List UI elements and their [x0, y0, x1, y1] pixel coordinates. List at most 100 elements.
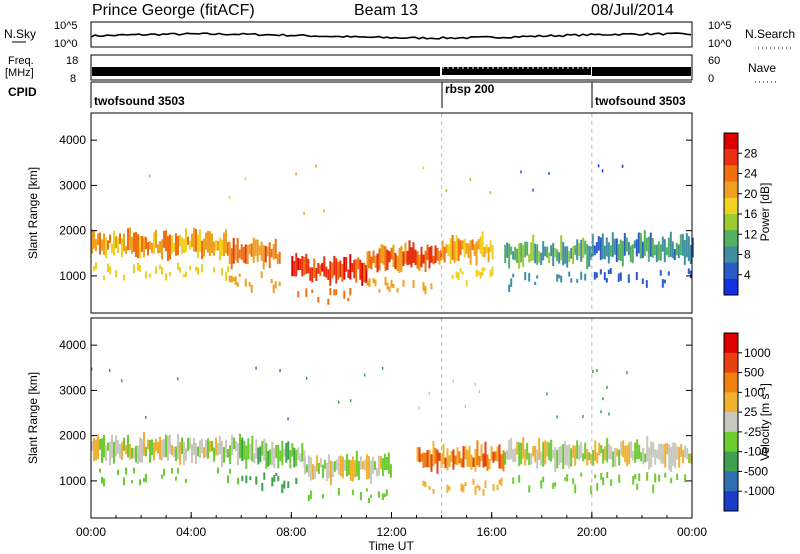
data-cell — [230, 275, 233, 283]
colorbar-tick-label: 500 — [744, 366, 764, 380]
freq-bar-segment-3 — [592, 67, 691, 76]
data-cell — [635, 272, 638, 281]
data-cell — [496, 484, 499, 491]
data-cell — [652, 442, 655, 458]
data-cell — [467, 243, 470, 259]
data-cell — [177, 262, 179, 271]
data-cell — [139, 265, 141, 272]
data-cell — [508, 284, 511, 293]
colorbar-tick-label: 100 — [744, 385, 764, 399]
cpid-label: CPID — [8, 85, 37, 99]
data-cell — [367, 456, 370, 479]
data-cell — [155, 229, 157, 248]
data-cell — [261, 440, 264, 456]
data-cell — [147, 242, 149, 256]
data-cell — [674, 442, 677, 469]
data-cell — [380, 244, 383, 264]
data-cell — [685, 233, 688, 258]
colorbar-swatch — [724, 431, 738, 453]
data-cell — [117, 237, 119, 254]
x-tick-label: 00:00 — [677, 525, 707, 539]
data-cell — [670, 477, 673, 484]
data-cell — [610, 446, 613, 460]
data-cell — [384, 277, 387, 286]
data-cell — [496, 446, 499, 462]
data-cell — [385, 457, 388, 470]
data-cell — [654, 473, 657, 483]
data-cell — [341, 456, 344, 479]
data-cell — [123, 477, 125, 486]
data-cell — [151, 439, 153, 455]
data-cell — [331, 461, 334, 477]
data-cell — [396, 255, 399, 272]
data-cell — [103, 434, 105, 458]
data-cell — [307, 494, 310, 502]
data-cell — [554, 247, 557, 258]
data-cell — [165, 230, 167, 252]
data-cell — [143, 478, 145, 482]
data-cell — [690, 453, 693, 464]
data-cell — [622, 440, 625, 458]
data-cell — [647, 236, 650, 262]
data-cell — [526, 442, 529, 460]
x-tick-label: 20:00 — [577, 525, 607, 539]
data-cell — [327, 298, 330, 305]
data-cell — [478, 455, 481, 468]
data-cell — [590, 485, 593, 495]
data-cell — [546, 441, 549, 457]
data-cell — [361, 263, 364, 286]
data-cell — [556, 274, 559, 282]
data-cell — [420, 246, 423, 268]
data-cell — [279, 369, 281, 373]
data-cell — [368, 278, 371, 287]
data-cell — [209, 440, 211, 452]
data-cell — [422, 282, 425, 291]
velocity-colorbar: 1000 500 100 25 -25 -100 -500 -1000 — [723, 332, 775, 512]
data-cell — [669, 231, 672, 257]
data-cell — [228, 275, 231, 283]
power-y-label: Slant Range [km] — [26, 167, 40, 259]
data-cell — [576, 440, 579, 459]
data-cell — [640, 452, 643, 462]
data-cell — [111, 434, 113, 459]
data-cell — [383, 453, 386, 471]
data-cell — [492, 451, 495, 463]
data-cell — [426, 450, 429, 468]
data-cell — [205, 232, 207, 250]
data-cell — [426, 244, 429, 260]
data-cell — [145, 446, 147, 457]
colorbar-swatch — [724, 197, 738, 215]
data-cell — [309, 490, 312, 500]
data-cell — [572, 445, 575, 458]
data-cell — [586, 448, 589, 466]
data-cell — [185, 478, 187, 483]
colorbar-swatch — [724, 246, 738, 264]
beam-label: Beam 13 — [354, 2, 418, 19]
data-cell — [95, 262, 97, 270]
data-cell — [656, 450, 659, 459]
data-cell — [459, 268, 462, 273]
data-cell — [638, 444, 641, 460]
data-cell — [248, 281, 251, 287]
data-cell — [520, 242, 523, 263]
data-cell — [482, 489, 485, 496]
data-cell — [363, 262, 366, 283]
data-cell — [275, 445, 278, 459]
velocity-panel: 1000 2000 3000 4000 Slant Range [km] — [26, 317, 693, 519]
data-cell — [307, 455, 310, 478]
data-cell — [487, 247, 490, 263]
data-cell — [396, 288, 399, 293]
data-cell — [420, 453, 423, 462]
data-cell — [524, 449, 527, 466]
data-cell — [370, 256, 373, 270]
data-cell — [241, 437, 244, 462]
data-cell — [479, 272, 482, 279]
data-cell — [133, 467, 135, 474]
data-cell — [267, 450, 270, 467]
colorbar-swatch — [724, 333, 738, 354]
data-cell — [432, 489, 435, 494]
data-cell — [299, 453, 302, 463]
data-cell — [155, 266, 157, 274]
data-cell — [195, 229, 197, 252]
data-cell — [590, 246, 593, 260]
